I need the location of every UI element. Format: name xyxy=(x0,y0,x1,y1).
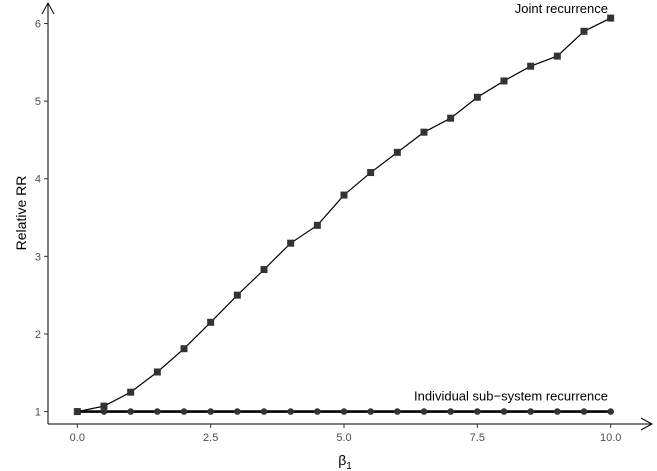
data-point-square xyxy=(527,62,535,70)
x-tick-label: 5.0 xyxy=(336,432,351,444)
data-point-circle xyxy=(260,408,268,415)
data-point-square xyxy=(340,191,348,199)
data-point-square xyxy=(393,148,401,156)
data-point-square xyxy=(153,368,161,376)
series-layer xyxy=(73,14,615,416)
data-point-circle xyxy=(180,408,188,415)
data-point-circle xyxy=(314,408,321,415)
y-tick-label: 2 xyxy=(35,329,41,341)
annotation-individual-recurrence: Individual sub−system recurrence xyxy=(414,388,608,403)
data-point-square xyxy=(580,27,588,35)
data-point-square xyxy=(447,114,455,122)
y-tick-label: 3 xyxy=(35,251,41,263)
data-point-circle xyxy=(500,408,508,415)
data-point-square xyxy=(553,52,561,60)
data-point-square xyxy=(180,345,188,353)
x-tick-label: 0.0 xyxy=(70,432,85,444)
x-tick-label: 10.0 xyxy=(600,432,621,444)
data-point-circle xyxy=(154,408,161,415)
y-axis-arrow xyxy=(41,1,55,15)
x-tick-label: 7.5 xyxy=(470,432,485,444)
data-point-circle xyxy=(607,408,614,415)
x-axis-title-symbol: β xyxy=(338,452,346,468)
x-axis-title-subscript: 1 xyxy=(346,461,352,471)
data-point-square xyxy=(473,93,481,101)
y-tick-label: 5 xyxy=(35,96,41,108)
data-point-circle xyxy=(340,408,348,415)
data-point-square xyxy=(207,318,215,326)
data-point-circle xyxy=(580,408,588,415)
data-point-circle xyxy=(367,408,374,415)
data-point-circle xyxy=(287,408,294,415)
data-point-circle xyxy=(234,408,241,415)
data-point-circle xyxy=(420,408,428,415)
y-tick-label: 1 xyxy=(35,407,41,419)
data-point-circle xyxy=(207,408,214,415)
data-point-square xyxy=(100,402,108,410)
data-point-square xyxy=(287,239,295,247)
x-axis-arrow xyxy=(640,417,654,431)
data-point-square xyxy=(420,128,428,136)
series-individual-recurrence xyxy=(74,408,614,415)
x-axis-title: β1 xyxy=(338,452,352,471)
y-axis-title: Relative RR xyxy=(13,176,29,251)
data-point-circle xyxy=(127,408,134,415)
annotation-joint-recurrence: Joint recurrence xyxy=(515,1,608,16)
data-point-circle xyxy=(74,408,81,415)
data-point-circle xyxy=(394,408,401,415)
annotation-layer: Joint recurrence Individual sub−system re… xyxy=(414,1,608,403)
data-point-circle xyxy=(554,408,561,415)
series-joint-recurrence xyxy=(73,14,615,416)
data-point-circle xyxy=(474,408,481,415)
data-point-square xyxy=(233,291,241,299)
data-point-square xyxy=(313,221,321,229)
data-point-square xyxy=(260,266,268,274)
axes: 1 2 3 4 5 6 0.0 2.5 5.0 7.5 10.0 xyxy=(35,1,654,444)
data-point-square xyxy=(127,388,135,396)
data-point-circle xyxy=(100,408,108,415)
data-point-square xyxy=(500,77,508,85)
data-point-square xyxy=(367,169,375,177)
data-point-circle xyxy=(527,408,534,415)
y-tick-label: 6 xyxy=(35,19,41,31)
series-line xyxy=(77,17,611,413)
y-tick-label: 4 xyxy=(35,174,41,186)
data-point-circle xyxy=(447,408,454,415)
x-tick-label: 2.5 xyxy=(203,432,218,444)
data-point-square xyxy=(607,14,615,22)
